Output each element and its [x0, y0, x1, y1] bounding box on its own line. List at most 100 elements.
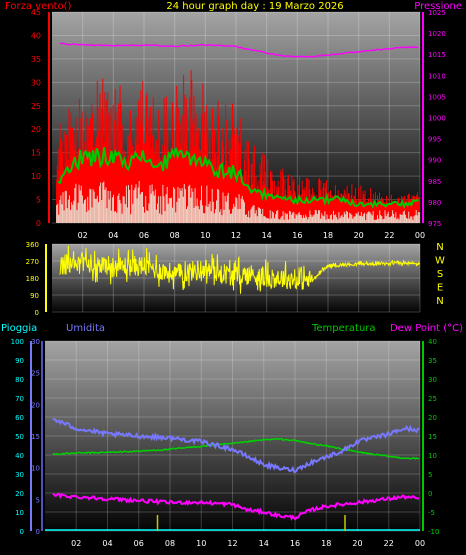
rain-y-tick: 90: [15, 357, 24, 365]
wind-y-tick: 15: [31, 149, 41, 158]
wind-x-tick: 06: [139, 231, 149, 240]
wind-y-tick: 30: [31, 78, 41, 87]
humidity-line: [52, 417, 420, 474]
wind-x-axis: 02 04 06 08 10 12 14 16 18 20 22 00: [78, 231, 426, 240]
wind-speed-series: [56, 70, 420, 223]
wind-y-tick: 20: [31, 125, 41, 134]
temperature-title: Temperatura: [311, 323, 376, 334]
compass-label: N: [436, 296, 443, 307]
direction-series: [59, 245, 421, 294]
wind-y-tick: 35: [31, 55, 41, 64]
pressure-line: [59, 42, 419, 58]
temperature-y-tick: 35: [428, 357, 437, 365]
pressure-y-tick: 985: [428, 178, 441, 186]
wind-speed-bars: [56, 181, 420, 223]
wind-y-tick: 45: [31, 8, 41, 17]
pressure-title: Pressione: [414, 1, 462, 12]
wind-y-tick: 40: [31, 31, 41, 40]
wind-y-tick: 25: [31, 102, 41, 111]
humidity-axis: 0 5 10 15 20 25 30: [31, 338, 43, 536]
pressure-y-tick: 1005: [428, 93, 446, 101]
graph-title: 24 hour graph day : 19 Marzo 2026: [166, 1, 343, 12]
rain-title: Pioggia: [1, 323, 37, 334]
wind-x-tick: 08: [170, 231, 180, 240]
rain-y-tick: 80: [15, 376, 24, 384]
bottom-x-axis: 02 04 06 08 10 12 14 16 18 20 22 00: [71, 539, 425, 548]
wind-y-tick: 5: [36, 196, 41, 205]
compass-label: E: [437, 283, 443, 294]
temperature-y-tick: 40: [428, 338, 437, 346]
wind-x-tick: 14: [262, 231, 272, 240]
wind-x-tick: 12: [231, 231, 241, 240]
temperature-y-tick: 10: [428, 452, 437, 460]
compass-label: S: [437, 269, 443, 280]
bottom-x-tick: 04: [102, 539, 112, 548]
dewpoint-line: [52, 492, 420, 521]
wind-y-tick: 0: [36, 219, 41, 228]
temperature-axis: -10 -5 0 5 10 15 20 25 30 35 40: [422, 338, 439, 536]
bottom-x-tick: 10: [196, 539, 206, 548]
pressure-y-tick: 1000: [428, 115, 446, 123]
direction-plot-area: [52, 244, 420, 312]
temperature-y-tick: 25: [428, 395, 437, 403]
bottom-x-tick: 06: [134, 539, 144, 548]
humidity-y-tick: 15: [31, 433, 40, 441]
temperature-y-tick: 5: [428, 471, 432, 479]
wind-gust-average-line: [57, 147, 419, 210]
pressure-y-tick: 980: [428, 199, 441, 207]
rain-y-tick: 40: [15, 452, 24, 460]
bottom-x-tick: 14: [259, 539, 269, 548]
bottom-x-tick: 02: [71, 539, 81, 548]
bottom-x-tick: 12: [227, 539, 237, 548]
humidity-y-tick: 5: [36, 496, 40, 504]
rain-y-tick: 10: [15, 509, 24, 517]
bottom-x-tick: 08: [165, 539, 175, 548]
direction-y-tick: 90: [30, 292, 39, 300]
direction-grid: [52, 243, 421, 313]
humidity-y-tick: 30: [31, 338, 40, 346]
humidity-y-tick: 0: [36, 528, 40, 536]
humidity-y-tick: 25: [31, 370, 40, 378]
rain-axis: 0 10 20 30 40 50 60 70 80 90 100: [11, 338, 32, 536]
direction-y-tick: 270: [26, 258, 39, 266]
direction-y-tick: 180: [26, 275, 39, 283]
pressure-y-tick: 1015: [428, 51, 446, 59]
direction-y-tick: 360: [26, 241, 39, 249]
temperature-y-tick: 20: [428, 414, 437, 422]
rain-y-tick: 100: [11, 338, 24, 346]
bottom-x-tick: 20: [352, 539, 362, 548]
wind-x-tick: 10: [200, 231, 210, 240]
wind-x-tick: 18: [323, 231, 333, 240]
wind-x-tick: 20: [354, 231, 364, 240]
pressure-y-tick: 1010: [428, 72, 446, 80]
rain-y-tick: 0: [20, 528, 24, 536]
wind-title: Forza vento(): [5, 1, 72, 12]
compass-label: N: [436, 242, 443, 253]
pressure-series: [59, 42, 419, 58]
wind-gust-bars: [56, 70, 420, 223]
pressure-right-axis: 975 980 985 990 995 1000 1005 1010 1015 1020 1025: [422, 9, 446, 228]
direction-left-axis: 0 90 180 270 360: [26, 241, 47, 317]
bottom-x-tick: 00: [415, 539, 425, 548]
temperature-y-tick: 30: [428, 376, 437, 384]
wind-x-tick: 16: [292, 231, 302, 240]
rain-y-tick: 60: [15, 414, 24, 422]
humidity-y-tick: 10: [31, 465, 40, 473]
temperature-y-tick: -5: [428, 509, 435, 517]
humidity-y-tick: 20: [31, 401, 40, 409]
temperature-y-tick: 0: [428, 490, 432, 498]
bottom-x-tick: 16: [290, 539, 300, 548]
pressure-y-tick: 990: [428, 157, 441, 165]
rain-y-tick: 50: [15, 433, 24, 441]
wind-x-tick: 04: [108, 231, 118, 240]
pressure-y-tick: 995: [428, 136, 441, 144]
temperature-y-tick: -10: [428, 528, 439, 536]
bottom-grid: [45, 340, 421, 532]
compass-label: W: [435, 256, 445, 267]
direction-line: [59, 245, 421, 294]
